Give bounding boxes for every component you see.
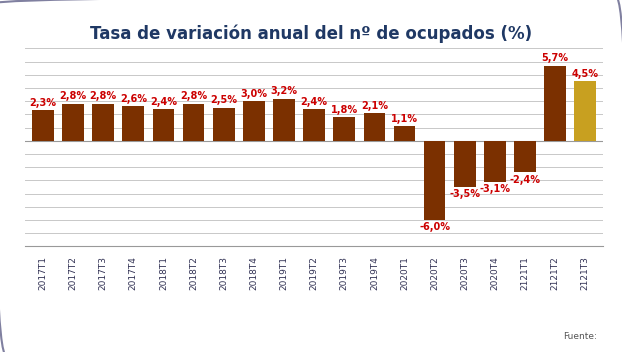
Text: -6,0%: -6,0% (419, 222, 450, 232)
Bar (243, 101, 265, 141)
Text: 5,7%: 5,7% (542, 53, 569, 63)
Bar (213, 108, 234, 141)
Text: -3,1%: -3,1% (480, 184, 511, 194)
Text: 1,8%: 1,8% (331, 105, 358, 115)
Text: 4,5%: 4,5% (572, 69, 599, 79)
Bar (92, 104, 114, 141)
Bar (183, 104, 205, 141)
Bar (363, 113, 385, 141)
Text: 2,1%: 2,1% (361, 101, 388, 111)
Text: 2,3%: 2,3% (29, 98, 57, 108)
Text: 2,4%: 2,4% (150, 97, 177, 107)
Bar (62, 104, 84, 141)
Bar (152, 109, 174, 141)
Text: 2,4%: 2,4% (300, 97, 328, 107)
Text: 2,8%: 2,8% (180, 92, 207, 101)
Bar (424, 141, 445, 220)
Text: 1,1%: 1,1% (391, 114, 418, 124)
Text: 2,6%: 2,6% (120, 94, 147, 104)
Text: 2,5%: 2,5% (210, 95, 237, 106)
Bar (273, 99, 295, 141)
Text: 3,2%: 3,2% (271, 86, 297, 96)
Bar (454, 141, 476, 187)
Bar (575, 81, 596, 141)
Bar (514, 141, 536, 172)
Text: -3,5%: -3,5% (449, 189, 480, 199)
Bar (32, 111, 53, 141)
Bar (484, 141, 506, 182)
Bar (544, 65, 566, 141)
Text: Fuente:: Fuente: (564, 332, 597, 341)
Text: Tasa de variación anual del nº de ocupados (%): Tasa de variación anual del nº de ocupad… (90, 24, 532, 43)
Bar (333, 117, 355, 141)
Bar (394, 126, 415, 141)
Text: 2,8%: 2,8% (90, 92, 117, 101)
Text: 3,0%: 3,0% (240, 89, 267, 99)
Bar (304, 109, 325, 141)
Bar (123, 107, 144, 141)
Text: -2,4%: -2,4% (509, 175, 541, 185)
Text: 2,8%: 2,8% (60, 92, 86, 101)
